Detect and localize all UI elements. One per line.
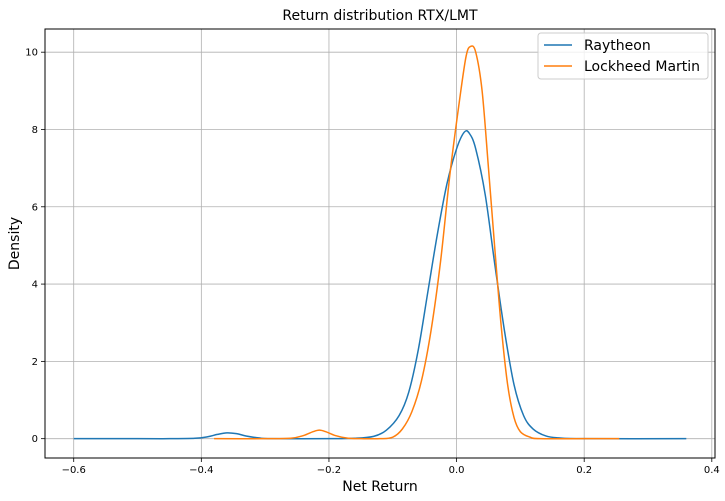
y-tick-label: 10	[25, 48, 38, 59]
chart-title: Return distribution RTX/LMT	[282, 8, 478, 24]
y-tick-label: 0	[32, 434, 38, 445]
plot-background	[45, 29, 715, 458]
legend-box	[537, 32, 709, 80]
legend-label: Raytheon	[584, 38, 651, 54]
x-tick-label: 0.0	[449, 465, 465, 476]
y-tick-label: 4	[32, 280, 38, 291]
x-tick-label: −0.6	[62, 465, 86, 476]
y-tick-label: 2	[32, 357, 38, 368]
plot-frame	[44, 28, 716, 459]
axis-ticks: −0.6 −0.4 −0.2 0.0 0.2 0.4 0 2 4 6 8 10	[25, 48, 719, 476]
series-line-lockheed-martin	[214, 45, 620, 440]
y-tick-label: 8	[32, 125, 38, 136]
y-tick-label: 6	[32, 202, 38, 213]
y-axis-label: Density	[7, 217, 23, 270]
series-line-raytheon	[73, 129, 687, 440]
x-axis-label: Net Return	[342, 479, 417, 495]
legend: Raytheon Lockheed Martin	[537, 32, 709, 80]
legend-label: Lockheed Martin	[584, 59, 700, 75]
x-tick-label: 0.4	[704, 465, 720, 476]
x-tick-label: −0.2	[317, 465, 341, 476]
x-tick-label: −0.4	[189, 465, 213, 476]
series-lines	[73, 45, 687, 440]
x-tick-label: 0.2	[576, 465, 592, 476]
